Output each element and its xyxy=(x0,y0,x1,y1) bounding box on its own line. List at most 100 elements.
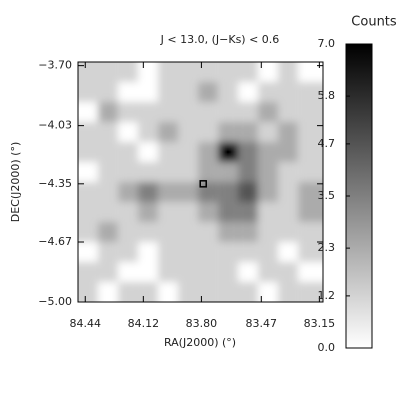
colorbar-tick-label: 1.2 xyxy=(318,289,336,302)
heatmap xyxy=(78,62,323,302)
heat-cell xyxy=(258,282,278,302)
heat-cell xyxy=(238,202,259,222)
heat-cell xyxy=(298,142,323,162)
heat-cell xyxy=(277,102,298,122)
heat-cell xyxy=(258,162,278,182)
heat-cell xyxy=(277,162,298,182)
colorbar-tick-label: 4.7 xyxy=(318,137,336,150)
heat-cell xyxy=(218,122,239,142)
heat-cell xyxy=(97,182,118,202)
heat-cell xyxy=(238,222,259,242)
heat-cell xyxy=(218,202,239,222)
heat-cell xyxy=(277,122,298,142)
heat-cell xyxy=(158,202,178,222)
heat-cell xyxy=(118,142,139,162)
heat-cell xyxy=(218,162,239,182)
heat-cell xyxy=(118,182,139,202)
heat-cell xyxy=(177,282,198,302)
heat-cell xyxy=(158,222,178,242)
heat-cell xyxy=(177,162,198,182)
y-tick-label: −3.70 xyxy=(38,59,72,72)
heat-cell xyxy=(97,222,118,242)
heat-cell xyxy=(197,202,218,222)
heat-cell xyxy=(97,82,118,102)
colorbar-tick-label: 2.3 xyxy=(318,241,336,254)
heat-cell xyxy=(238,142,259,162)
heat-cell xyxy=(238,162,259,182)
y-tick-label: −5.00 xyxy=(38,295,72,308)
heat-cell xyxy=(298,222,323,242)
heat-cell xyxy=(158,142,178,162)
y-tick-label: −4.67 xyxy=(38,235,72,248)
heat-cell xyxy=(258,102,278,122)
heat-cell xyxy=(78,62,98,82)
heat-cell xyxy=(177,102,198,122)
colorbar xyxy=(345,43,373,349)
heat-cell xyxy=(218,62,239,82)
heat-cell xyxy=(197,222,218,242)
heat-cell xyxy=(158,82,178,102)
y-tick-label: −4.03 xyxy=(38,119,72,132)
heat-cell xyxy=(258,142,278,162)
heat-cell xyxy=(277,62,298,82)
heat-cell xyxy=(118,222,139,242)
heat-cell xyxy=(238,82,259,102)
marker xyxy=(199,180,207,188)
heat-cell xyxy=(218,82,239,102)
heat-cell xyxy=(298,262,323,282)
heat-cell xyxy=(277,202,298,222)
heat-cell xyxy=(258,82,278,102)
heat-cell xyxy=(158,242,178,262)
heat-cell xyxy=(238,282,259,302)
heatmap-cells xyxy=(78,62,323,302)
heat-cell xyxy=(118,242,139,262)
heat-cell xyxy=(78,282,98,302)
heat-cell xyxy=(197,282,218,302)
heat-cell xyxy=(277,242,298,262)
heat-cell xyxy=(138,62,159,82)
heat-cell xyxy=(118,162,139,182)
heat-cell xyxy=(218,242,239,262)
heat-cell xyxy=(78,262,98,282)
x-tick-label: 83.80 xyxy=(186,317,218,330)
x-tick-label: 84.12 xyxy=(128,317,160,330)
heat-cell xyxy=(218,262,239,282)
heat-cell xyxy=(277,142,298,162)
heat-cell xyxy=(118,62,139,82)
heat-cell xyxy=(238,62,259,82)
heat-cell xyxy=(197,142,218,162)
heat-cell xyxy=(158,182,178,202)
heat-cell xyxy=(197,82,218,102)
x-axis-label: RA(J2000) (°) xyxy=(164,336,236,349)
heat-cell xyxy=(78,182,98,202)
heat-cell xyxy=(277,82,298,102)
heat-cell xyxy=(97,142,118,162)
heat-cell xyxy=(298,282,323,302)
heat-cell xyxy=(238,262,259,282)
heat-cell xyxy=(197,242,218,262)
heat-cell xyxy=(197,262,218,282)
heat-cell xyxy=(298,122,323,142)
heat-cell xyxy=(177,202,198,222)
heat-cell xyxy=(298,182,323,202)
heat-cell xyxy=(177,262,198,282)
y-axis-label: DEC(J2000) (°) xyxy=(9,142,22,223)
heat-cell xyxy=(277,262,298,282)
heat-cell xyxy=(78,202,98,222)
heat-cell xyxy=(258,62,278,82)
heat-cell xyxy=(118,262,139,282)
heat-cell xyxy=(118,82,139,102)
heat-cell xyxy=(138,282,159,302)
heat-cell xyxy=(78,122,98,142)
heat-cell xyxy=(238,182,259,202)
x-tick-label: 83.47 xyxy=(246,317,278,330)
heat-cell xyxy=(238,242,259,262)
heat-cell xyxy=(197,122,218,142)
heat-cell xyxy=(158,102,178,122)
heat-cell xyxy=(197,102,218,122)
heat-cell xyxy=(258,242,278,262)
heat-cell xyxy=(238,122,259,142)
x-tick-label: 84.44 xyxy=(70,317,102,330)
colorbar-tick-label: 7.0 xyxy=(318,37,336,50)
